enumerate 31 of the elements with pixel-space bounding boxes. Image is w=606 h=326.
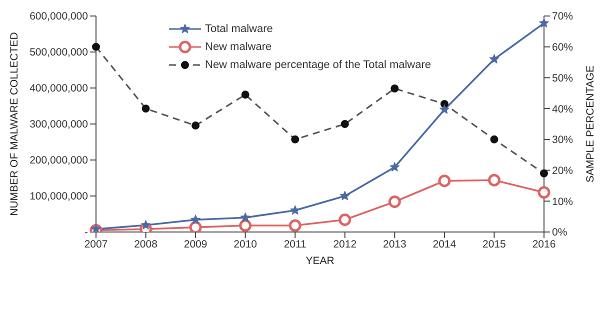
y2-tick-label: 60% bbox=[552, 42, 574, 54]
y2-tick-label: 20% bbox=[552, 165, 574, 178]
x-tick-label: 2009 bbox=[184, 238, 208, 250]
x-tick-label: 2016 bbox=[532, 238, 556, 250]
y-tick-label: 100,000,000 bbox=[30, 190, 88, 203]
x-tick-label: 2011 bbox=[284, 238, 307, 250]
x-tick-label: 2012 bbox=[333, 238, 357, 250]
y2-tick-label: 0% bbox=[552, 226, 568, 239]
y2-tick-label: 40% bbox=[552, 103, 574, 116]
y-tick-label: 300,000,000 bbox=[30, 118, 88, 131]
x-tick-label: 2007 bbox=[84, 238, 108, 250]
x-tick-label: 2010 bbox=[234, 238, 258, 250]
y-tick-label: - bbox=[84, 226, 88, 239]
y2-tick-label: 70% bbox=[552, 10, 574, 23]
x-tick-label: 2013 bbox=[382, 238, 407, 250]
y2-axis-title: SAMPLE PERCENTAGE bbox=[584, 65, 597, 183]
y-tick-label: 200,000,000 bbox=[30, 154, 88, 167]
legend-label: New malware bbox=[205, 41, 272, 53]
y2-tick-label: 50% bbox=[552, 72, 574, 84]
y2-tick-label: 30% bbox=[552, 134, 574, 146]
x-tick-label: 2015 bbox=[482, 238, 506, 250]
y-tick-label: 500,000,000 bbox=[30, 46, 88, 59]
legend-label: New malware percentage of the Total malware bbox=[205, 59, 432, 71]
y-tick-label: 400,000,000 bbox=[30, 82, 88, 95]
x-tick-label: 2008 bbox=[134, 238, 158, 250]
x-axis-title: YEAR bbox=[306, 255, 335, 267]
legend-label: Total malware bbox=[205, 23, 273, 35]
x-tick-label: 2014 bbox=[432, 238, 456, 250]
y-tick-label: 600,000,000 bbox=[30, 10, 88, 23]
y-axis-title: NUMBER OF MALWARE COLLECTED bbox=[8, 32, 21, 216]
y2-tick-label: 10% bbox=[552, 196, 574, 208]
